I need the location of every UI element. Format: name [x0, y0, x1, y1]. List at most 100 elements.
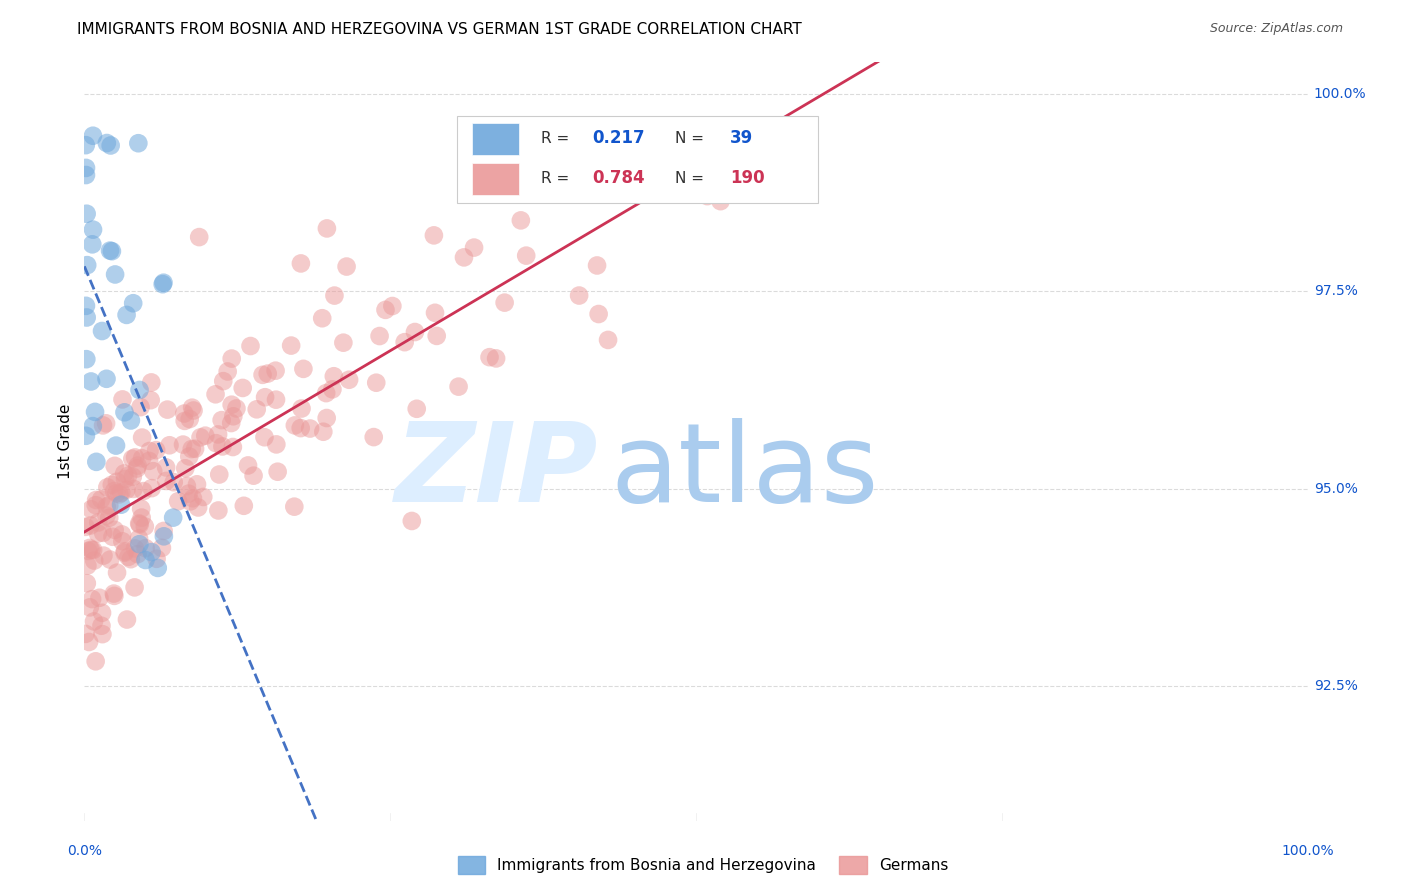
Point — [363, 430, 385, 444]
Point — [283, 500, 305, 514]
Point — [337, 373, 360, 387]
Point — [146, 561, 169, 575]
Point — [80, 502, 103, 516]
Point — [264, 364, 287, 378]
Bar — [472, 123, 519, 155]
Point — [280, 338, 302, 352]
Point — [96, 480, 118, 494]
Point — [368, 329, 391, 343]
Text: atlas: atlas — [610, 418, 879, 525]
Point — [77, 635, 100, 649]
Point — [193, 490, 215, 504]
Point — [76, 207, 98, 221]
Point — [315, 411, 337, 425]
Text: 95.0%: 95.0% — [1313, 482, 1358, 496]
Point — [129, 400, 152, 414]
Point — [163, 475, 186, 490]
Point — [208, 467, 231, 482]
Point — [217, 364, 239, 378]
Point — [75, 299, 97, 313]
Point — [103, 484, 125, 499]
Point — [82, 419, 104, 434]
Point — [91, 418, 114, 433]
Point — [117, 549, 139, 564]
Point — [128, 517, 150, 532]
Point — [588, 307, 610, 321]
Text: R =: R = — [541, 131, 574, 145]
Point — [115, 483, 138, 497]
Point — [211, 413, 233, 427]
Point — [87, 516, 110, 530]
Point — [172, 437, 194, 451]
Point — [323, 288, 346, 302]
Point — [141, 376, 163, 390]
Point — [204, 387, 226, 401]
Point — [89, 591, 111, 605]
Point — [221, 398, 243, 412]
Point — [188, 230, 211, 244]
Point — [404, 325, 426, 339]
Point — [366, 376, 388, 390]
Point — [79, 600, 101, 615]
Point — [290, 401, 312, 416]
Point — [222, 440, 245, 454]
Point — [86, 455, 108, 469]
Text: ZIP: ZIP — [395, 418, 598, 525]
Point — [121, 451, 143, 466]
Point — [179, 412, 201, 426]
Point — [90, 492, 112, 507]
Point — [103, 589, 125, 603]
Point — [322, 369, 344, 384]
Point — [134, 519, 156, 533]
Point — [141, 481, 163, 495]
Point — [515, 249, 537, 263]
Point — [138, 444, 160, 458]
Bar — [457, 115, 818, 202]
Point — [159, 438, 181, 452]
Point — [83, 553, 105, 567]
Point — [75, 352, 97, 367]
Point — [142, 464, 165, 478]
Text: 100.0%: 100.0% — [1313, 87, 1367, 101]
Point — [79, 541, 101, 555]
Text: 190: 190 — [730, 169, 765, 187]
Point — [152, 276, 174, 290]
Point — [101, 244, 124, 259]
Point — [110, 498, 132, 512]
Point — [76, 576, 98, 591]
Point — [132, 484, 155, 499]
Point — [447, 379, 470, 393]
Y-axis label: 1st Grade: 1st Grade — [58, 404, 73, 479]
Point — [84, 405, 107, 419]
Point — [117, 468, 139, 483]
Point — [75, 520, 97, 534]
Point — [127, 547, 149, 561]
Point — [124, 541, 146, 556]
Point — [264, 392, 287, 407]
Point — [152, 524, 174, 538]
Point — [190, 430, 212, 444]
Point — [426, 329, 449, 343]
Point — [184, 442, 207, 456]
Point — [167, 494, 190, 508]
Point — [423, 228, 446, 243]
Point — [82, 592, 104, 607]
Point — [120, 413, 142, 427]
Text: 0.0%: 0.0% — [67, 845, 101, 858]
Point — [93, 549, 115, 563]
Point — [76, 558, 98, 573]
Point — [135, 541, 157, 556]
Text: 0.784: 0.784 — [592, 169, 644, 187]
Point — [423, 306, 446, 320]
Text: N =: N = — [675, 171, 709, 186]
Point — [105, 486, 128, 500]
Point — [225, 401, 247, 416]
Point — [485, 351, 508, 366]
Point — [124, 580, 146, 594]
Point — [96, 372, 118, 386]
Point — [212, 374, 235, 388]
Point — [83, 615, 105, 629]
Point — [253, 430, 276, 444]
Point — [111, 534, 134, 549]
Point — [129, 501, 152, 516]
